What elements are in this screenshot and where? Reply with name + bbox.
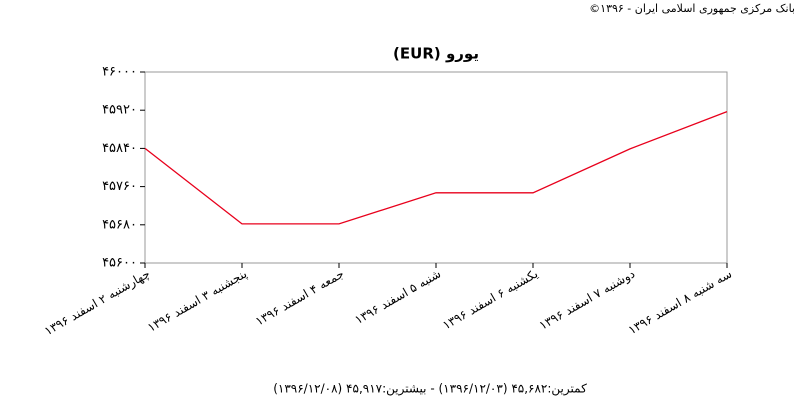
y-tick-label: ۴۶۰۰۰ [102,65,137,80]
y-tick-label: ۴۵۶۰۰ [102,256,137,271]
x-tick-label: پنجشنبه ۳ اسفند ۱۳۹۶ [145,267,249,335]
x-tick-label: جمعه ۴ اسفند ۱۳۹۶ [253,267,346,329]
x-tick-label: یکشنبه ۶ اسفند ۱۳۹۶ [440,267,540,333]
y-tick-label: ۴۵۸۴۰ [102,141,137,156]
chart-title: یورو (EUR) [393,45,479,63]
footer: کمترین:۴۵,۶۸۲ (۱۳۹۶/۱۲/۰۳) - بیشترین:۴۵,… [273,382,587,397]
x-tick-label: سه شنبه ۸ اسفند ۱۳۹۶ [626,267,734,338]
x-tick-label: چهارشنبه ۲ اسفند ۱۳۹۶ [42,267,153,340]
x-tick-label: شنبه ۵ اسفند ۱۳۹۶ [352,267,443,328]
header: بانک مرکزی جمهوری اسلامی ایران - ۱۳۹۶© [589,2,795,15]
y-tick-label: ۴۵۶۸۰ [102,217,137,232]
data-line [144,111,728,225]
y-tick-label: ۴۵۷۶۰ [102,179,137,194]
y-tick-label: ۴۵۹۲۰ [102,103,137,118]
x-tick-label: دوشنبه ۷ اسفند ۱۳۹۶ [537,267,638,334]
plot-frame [144,71,728,264]
